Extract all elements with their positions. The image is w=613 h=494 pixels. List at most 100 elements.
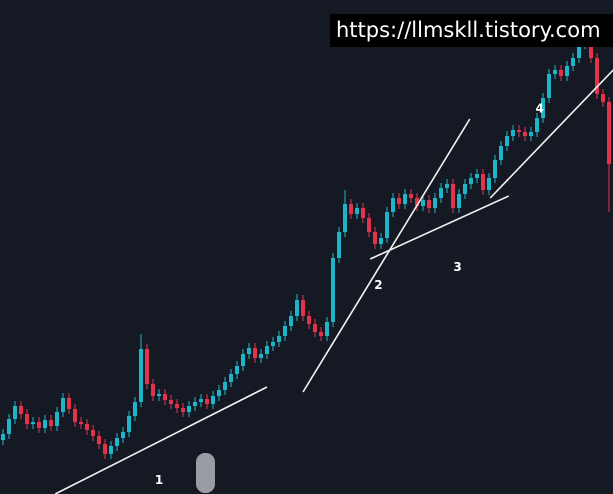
trendline-label: 4: [536, 102, 544, 116]
candle-body: [559, 70, 563, 76]
candle-body: [205, 399, 209, 404]
candle-body: [481, 174, 485, 190]
candle-body: [409, 194, 413, 198]
candle-body: [1, 434, 5, 440]
candle-body: [139, 349, 143, 402]
candle-body: [325, 322, 329, 336]
candle-body: [349, 204, 353, 214]
candle-body: [433, 198, 437, 208]
candle-body: [31, 422, 35, 424]
candle-body: [493, 160, 497, 178]
candle-body: [265, 346, 269, 354]
candle-body: [595, 58, 599, 94]
candle-body: [181, 408, 185, 412]
trendline-label: 3: [453, 260, 461, 274]
candle-body: [289, 316, 293, 326]
scroll-handle[interactable]: [196, 453, 215, 493]
candle-body: [109, 446, 113, 454]
trendline-label: 2: [374, 278, 382, 292]
candle-body: [367, 218, 371, 232]
candle-body: [379, 238, 383, 244]
candle-body: [7, 419, 11, 434]
candle-body: [475, 174, 479, 178]
candle-body: [169, 400, 173, 404]
candle-body: [343, 204, 347, 232]
candle-body: [277, 336, 281, 342]
candle-body: [133, 402, 137, 416]
candle-body: [361, 208, 365, 218]
candle-body: [529, 132, 533, 136]
candle-body: [331, 258, 335, 322]
candle-body: [439, 188, 443, 198]
candle-body: [253, 348, 257, 358]
candle-body: [55, 412, 59, 426]
candle-body: [469, 178, 473, 184]
candle-body: [457, 194, 461, 208]
candle-body: [517, 130, 521, 132]
candle-body: [199, 399, 203, 402]
candle-body: [535, 118, 539, 132]
candle-body: [19, 406, 23, 414]
candle-body: [43, 420, 47, 428]
candle-body: [97, 436, 101, 444]
candles: [1, 19, 611, 459]
candle-body: [307, 316, 311, 324]
candle-body: [151, 384, 155, 396]
candle-body: [67, 398, 71, 409]
candle-body: [193, 402, 197, 406]
candle-body: [577, 44, 581, 58]
trendline: [369, 195, 510, 260]
candle-body: [223, 382, 227, 390]
candle-body: [373, 232, 377, 244]
candle-body: [391, 198, 395, 212]
candle-body: [211, 396, 215, 404]
watermark-bg: [330, 14, 613, 47]
candle-body: [421, 200, 425, 206]
candle-body: [127, 416, 131, 432]
candle-body: [523, 132, 527, 136]
candle-body: [601, 94, 605, 102]
candle-body: [241, 354, 245, 366]
candle-body: [355, 208, 359, 214]
candle-body: [301, 300, 305, 316]
candle-body: [319, 332, 323, 336]
candle-body: [607, 102, 611, 164]
candle-body: [547, 74, 551, 98]
watermark: https://llmskll.tistory.com: [336, 18, 601, 42]
candle-body: [427, 200, 431, 208]
candle-body: [415, 198, 419, 206]
candle-body: [247, 348, 251, 354]
candle-body: [385, 212, 389, 238]
candle-body: [553, 70, 557, 74]
candle-body: [283, 326, 287, 336]
candle-body: [157, 394, 161, 396]
candle-body: [91, 430, 95, 436]
candle-body: [121, 432, 125, 438]
candle-body: [13, 406, 17, 419]
candle-body: [37, 422, 41, 428]
candle-body: [451, 184, 455, 208]
candle-body: [217, 390, 221, 396]
candle-body: [403, 194, 407, 204]
trendline: [489, 69, 613, 199]
trendline-label: 1: [155, 473, 163, 487]
candle-body: [313, 324, 317, 332]
candle-body: [259, 354, 263, 358]
candle-body: [79, 422, 83, 424]
candle-body: [499, 146, 503, 160]
candle-body: [541, 98, 545, 118]
candle-body: [73, 409, 77, 422]
candle-body: [229, 374, 233, 382]
candle-body: [337, 232, 341, 258]
candle-body: [571, 58, 575, 66]
candle-body: [505, 136, 509, 146]
candle-body: [187, 406, 191, 412]
candle-body: [25, 414, 29, 424]
candle-body: [85, 424, 89, 430]
candle-body: [145, 349, 149, 384]
candle-body: [61, 398, 65, 412]
candle-body: [487, 178, 491, 190]
candle-body: [511, 130, 515, 136]
candle-body: [271, 342, 275, 346]
